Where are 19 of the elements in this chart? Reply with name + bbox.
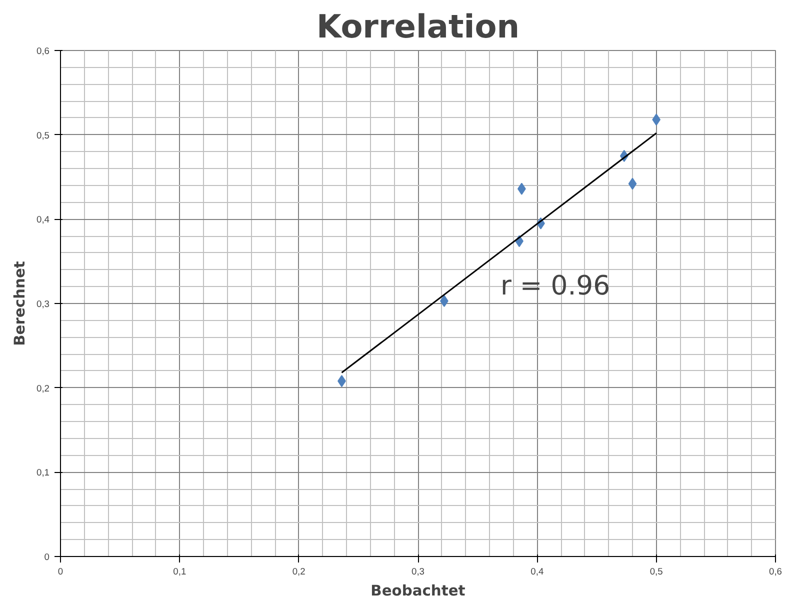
point: [628, 178, 637, 190]
y-tick-label: 0,6: [36, 46, 50, 56]
x-tick-label: 0,1: [173, 566, 186, 576]
chart-title: Korrelation: [316, 8, 520, 46]
x-axis-title: Beobachtet: [370, 582, 466, 600]
x-tick-label: 0,4: [530, 566, 544, 576]
y-tick-label: 0,1: [36, 468, 50, 478]
y-tick-label: 0,4: [36, 214, 50, 225]
x-tick-label: 0,3: [412, 566, 424, 576]
y-axis-title: Berechnet: [12, 261, 29, 346]
y-tick-label: 0: [44, 552, 50, 562]
x-tick-label: 0,5: [650, 566, 663, 576]
x-tick-label: 0,2: [292, 566, 306, 576]
x-tick-label: 0,6: [769, 566, 782, 576]
y-tick-label: 0,5: [36, 130, 50, 140]
y-tick-label: 0,3: [36, 299, 50, 309]
y-tick-label: 0,2: [36, 383, 50, 394]
x-tick-label: 0: [58, 566, 64, 576]
annotation: r = 0.96: [500, 270, 610, 302]
